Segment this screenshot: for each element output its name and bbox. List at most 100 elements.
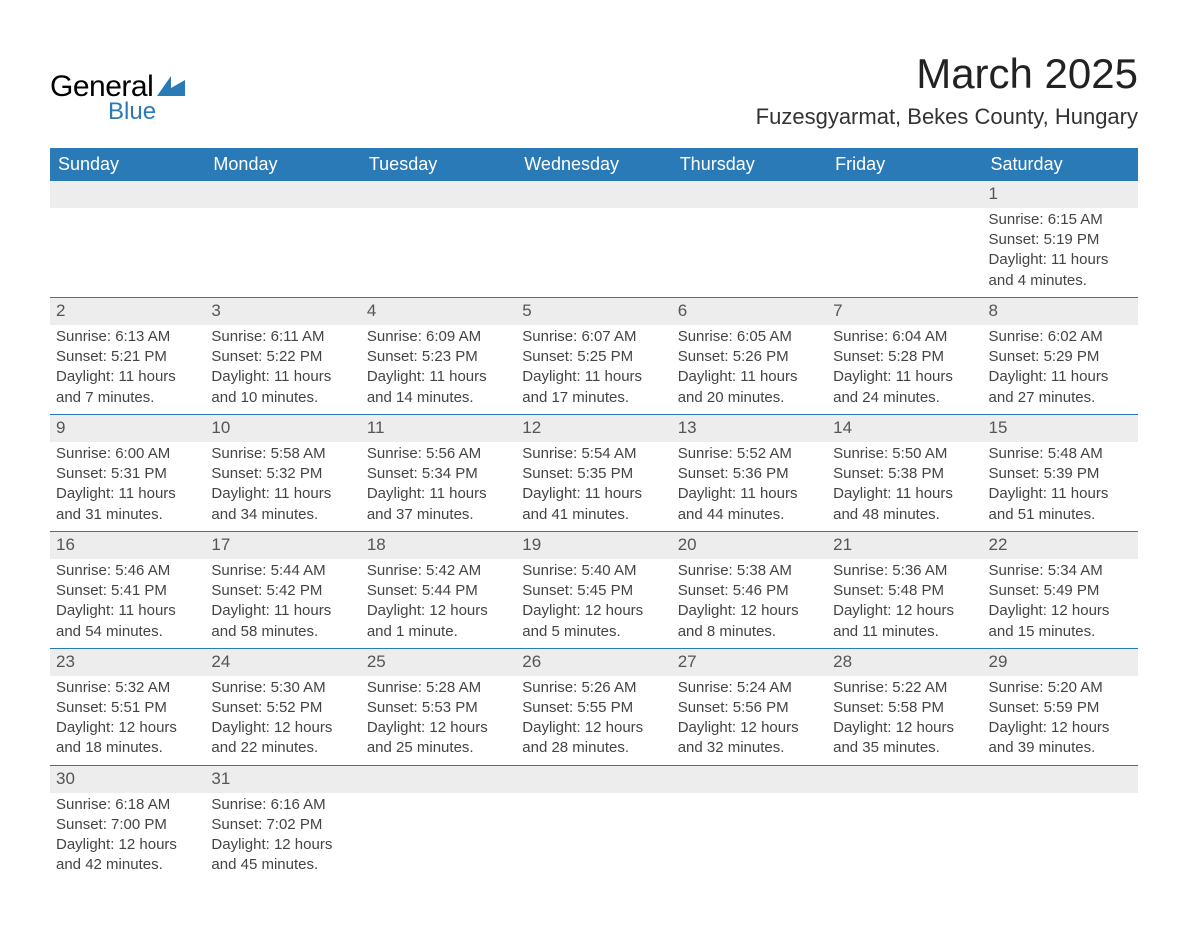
cell-daylight2: and 20 minutes. — [678, 388, 821, 408]
cell-daylight1: Daylight: 12 hours — [522, 718, 665, 738]
logo-shape-icon — [157, 76, 185, 101]
cell-sunset: Sunset: 5:55 PM — [522, 698, 665, 718]
cell-daylight1: Daylight: 12 hours — [678, 718, 821, 738]
cell-daylight1: Daylight: 11 hours — [989, 367, 1132, 387]
cell-sunset: Sunset: 5:38 PM — [833, 464, 976, 484]
calendar-cell: 25Sunrise: 5:28 AMSunset: 5:53 PMDayligh… — [361, 648, 516, 765]
day-header: Sunday — [50, 148, 205, 181]
calendar-cell: 24Sunrise: 5:30 AMSunset: 5:52 PMDayligh… — [205, 648, 360, 765]
day-number: 29 — [983, 649, 1138, 676]
day-number: 30 — [50, 766, 205, 793]
calendar-cell: 5Sunrise: 6:07 AMSunset: 5:25 PMDaylight… — [516, 297, 671, 414]
calendar-cell: 13Sunrise: 5:52 AMSunset: 5:36 PMDayligh… — [672, 414, 827, 531]
calendar-cell-blank — [672, 765, 827, 881]
cell-sunrise: Sunrise: 6:07 AM — [522, 327, 665, 347]
cell-sunrise: Sunrise: 5:50 AM — [833, 444, 976, 464]
calendar-cell-blank — [516, 765, 671, 881]
cell-sunset: Sunset: 5:53 PM — [367, 698, 510, 718]
cell-sunset: Sunset: 5:48 PM — [833, 581, 976, 601]
cell-daylight1: Daylight: 12 hours — [833, 718, 976, 738]
cell-daylight1: Daylight: 11 hours — [678, 367, 821, 387]
day-number: 14 — [827, 415, 982, 442]
day-number-blank — [361, 181, 516, 208]
cell-daylight1: Daylight: 11 hours — [522, 484, 665, 504]
day-number: 9 — [50, 415, 205, 442]
day-header: Friday — [827, 148, 982, 181]
calendar-cell: 6Sunrise: 6:05 AMSunset: 5:26 PMDaylight… — [672, 297, 827, 414]
cell-daylight2: and 15 minutes. — [989, 622, 1132, 642]
cell-sunset: Sunset: 7:00 PM — [56, 815, 199, 835]
logo: General Blue — [50, 50, 185, 126]
cell-sunrise: Sunrise: 5:30 AM — [211, 678, 354, 698]
calendar-cell: 27Sunrise: 5:24 AMSunset: 5:56 PMDayligh… — [672, 648, 827, 765]
cell-sunrise: Sunrise: 6:15 AM — [989, 210, 1132, 230]
calendar-cell: 31Sunrise: 6:16 AMSunset: 7:02 PMDayligh… — [205, 765, 360, 881]
calendar-cell: 19Sunrise: 5:40 AMSunset: 5:45 PMDayligh… — [516, 531, 671, 648]
cell-sunset: Sunset: 5:23 PM — [367, 347, 510, 367]
day-header: Monday — [205, 148, 360, 181]
cell-sunrise: Sunrise: 5:38 AM — [678, 561, 821, 581]
day-number-blank — [361, 766, 516, 793]
day-number: 4 — [361, 298, 516, 325]
cell-sunset: Sunset: 5:28 PM — [833, 347, 976, 367]
cell-sunrise: Sunrise: 6:02 AM — [989, 327, 1132, 347]
cell-sunrise: Sunrise: 5:36 AM — [833, 561, 976, 581]
cell-sunrise: Sunrise: 5:44 AM — [211, 561, 354, 581]
calendar-cell: 22Sunrise: 5:34 AMSunset: 5:49 PMDayligh… — [983, 531, 1138, 648]
cell-daylight1: Daylight: 12 hours — [56, 835, 199, 855]
cell-daylight1: Daylight: 11 hours — [211, 484, 354, 504]
cell-daylight2: and 31 minutes. — [56, 505, 199, 525]
cell-daylight2: and 45 minutes. — [211, 855, 354, 875]
cell-sunset: Sunset: 5:35 PM — [522, 464, 665, 484]
day-number: 21 — [827, 532, 982, 559]
cell-daylight2: and 14 minutes. — [367, 388, 510, 408]
day-number: 13 — [672, 415, 827, 442]
calendar-cell: 16Sunrise: 5:46 AMSunset: 5:41 PMDayligh… — [50, 531, 205, 648]
calendar-head: SundayMondayTuesdayWednesdayThursdayFrid… — [50, 148, 1138, 181]
calendar-cell: 18Sunrise: 5:42 AMSunset: 5:44 PMDayligh… — [361, 531, 516, 648]
calendar-cell: 14Sunrise: 5:50 AMSunset: 5:38 PMDayligh… — [827, 414, 982, 531]
day-number-blank — [827, 766, 982, 793]
day-number: 6 — [672, 298, 827, 325]
calendar-cell: 2Sunrise: 6:13 AMSunset: 5:21 PMDaylight… — [50, 297, 205, 414]
page-subtitle: Fuzesgyarmat, Bekes County, Hungary — [756, 104, 1138, 130]
cell-sunset: Sunset: 5:31 PM — [56, 464, 199, 484]
cell-sunset: Sunset: 5:26 PM — [678, 347, 821, 367]
page-title: March 2025 — [756, 50, 1138, 98]
cell-sunset: Sunset: 5:56 PM — [678, 698, 821, 718]
cell-sunrise: Sunrise: 5:34 AM — [989, 561, 1132, 581]
calendar-cell-blank — [361, 181, 516, 297]
calendar-cell: 9Sunrise: 6:00 AMSunset: 5:31 PMDaylight… — [50, 414, 205, 531]
calendar-cell: 23Sunrise: 5:32 AMSunset: 5:51 PMDayligh… — [50, 648, 205, 765]
cell-daylight1: Daylight: 11 hours — [56, 484, 199, 504]
cell-daylight2: and 32 minutes. — [678, 738, 821, 758]
cell-sunrise: Sunrise: 6:16 AM — [211, 795, 354, 815]
cell-daylight1: Daylight: 11 hours — [678, 484, 821, 504]
cell-sunset: Sunset: 5:29 PM — [989, 347, 1132, 367]
cell-sunrise: Sunrise: 5:26 AM — [522, 678, 665, 698]
calendar-week-row: 30Sunrise: 6:18 AMSunset: 7:00 PMDayligh… — [50, 765, 1138, 881]
cell-sunset: Sunset: 5:36 PM — [678, 464, 821, 484]
cell-sunset: Sunset: 5:42 PM — [211, 581, 354, 601]
cell-sunrise: Sunrise: 5:52 AM — [678, 444, 821, 464]
day-number-blank — [205, 181, 360, 208]
cell-daylight2: and 25 minutes. — [367, 738, 510, 758]
day-number: 18 — [361, 532, 516, 559]
calendar-cell: 21Sunrise: 5:36 AMSunset: 5:48 PMDayligh… — [827, 531, 982, 648]
cell-sunrise: Sunrise: 5:28 AM — [367, 678, 510, 698]
day-header: Wednesday — [516, 148, 671, 181]
cell-daylight1: Daylight: 11 hours — [522, 367, 665, 387]
day-number: 22 — [983, 532, 1138, 559]
day-number: 10 — [205, 415, 360, 442]
day-number-blank — [983, 766, 1138, 793]
cell-daylight2: and 34 minutes. — [211, 505, 354, 525]
cell-daylight2: and 22 minutes. — [211, 738, 354, 758]
cell-daylight2: and 58 minutes. — [211, 622, 354, 642]
cell-sunset: Sunset: 5:52 PM — [211, 698, 354, 718]
day-number: 28 — [827, 649, 982, 676]
cell-daylight1: Daylight: 11 hours — [833, 484, 976, 504]
day-number: 25 — [361, 649, 516, 676]
calendar-cell: 20Sunrise: 5:38 AMSunset: 5:46 PMDayligh… — [672, 531, 827, 648]
cell-daylight1: Daylight: 11 hours — [211, 601, 354, 621]
cell-sunrise: Sunrise: 6:09 AM — [367, 327, 510, 347]
